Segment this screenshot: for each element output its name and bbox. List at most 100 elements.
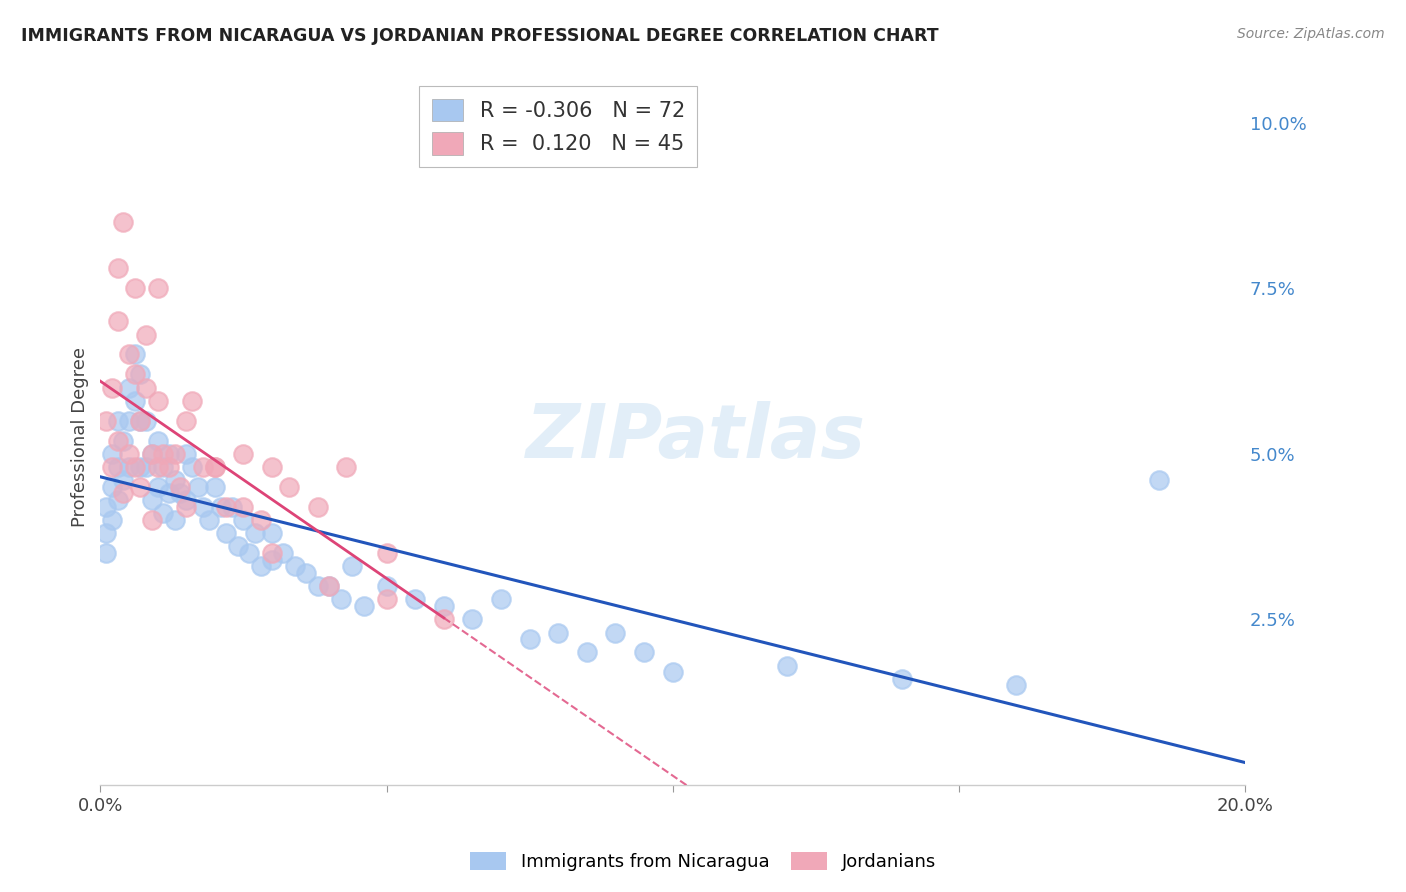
Point [112,473,135,487]
Point [181,393,204,408]
Point [661,665,683,680]
Point [295,566,318,580]
Point [193,500,215,514]
Point [101,380,124,394]
Point [129,368,152,382]
Point [146,434,169,448]
Text: Source: ZipAtlas.com: Source: ZipAtlas.com [1237,27,1385,41]
Point [273,546,295,560]
Point [146,281,169,295]
Point [489,592,512,607]
Point [232,513,254,527]
Point [519,632,541,647]
Point [226,540,249,554]
Point [118,347,141,361]
Point [174,500,197,514]
Point [209,500,232,514]
Point [129,480,152,494]
Point [124,347,146,361]
Point [112,215,135,229]
Point [375,546,398,560]
Point [547,625,569,640]
Point [260,552,283,566]
Point [152,460,174,475]
Point [260,460,283,475]
Point [146,480,169,494]
Point [107,434,129,448]
Point [375,579,398,593]
Point [249,513,271,527]
Point [101,513,124,527]
Point [318,579,340,593]
Point [340,559,363,574]
Point [169,486,191,500]
Point [260,546,283,560]
Point [124,393,146,408]
Point [124,460,146,475]
Point [146,460,169,475]
Point [107,261,129,276]
Point [249,559,271,574]
Point [157,460,180,475]
Point [284,559,307,574]
Point [152,506,174,520]
Point [174,493,197,508]
Point [107,314,129,328]
Point [107,493,129,508]
Point [221,500,243,514]
Point [152,447,174,461]
Text: IMMIGRANTS FROM NICARAGUA VS JORDANIAN PROFESSIONAL DEGREE CORRELATION CHART: IMMIGRANTS FROM NICARAGUA VS JORDANIAN P… [21,27,939,45]
Point [353,599,375,613]
Point [198,513,221,527]
Point [890,672,912,686]
Point [215,500,238,514]
Point [260,526,283,541]
Point [157,486,180,500]
Point [135,327,157,342]
Point [141,447,163,461]
Point [112,434,135,448]
Point [129,414,152,428]
Point [157,447,180,461]
Point [118,414,141,428]
Point [278,480,301,494]
Point [433,612,456,626]
Text: ZIPatlas: ZIPatlas [526,401,866,474]
Point [215,526,238,541]
Point [1147,473,1170,487]
Point [204,460,226,475]
Point [118,380,141,394]
Point [375,592,398,607]
Point [204,480,226,494]
Point [146,393,169,408]
Point [461,612,484,626]
Point [404,592,426,607]
Point [124,368,146,382]
Point [135,460,157,475]
Point [124,281,146,295]
Point [174,447,197,461]
Point [605,625,627,640]
Point [318,579,340,593]
Point [107,460,129,475]
Point [335,460,357,475]
Point [112,486,135,500]
Point [307,500,329,514]
Point [101,447,124,461]
Point [101,480,124,494]
Point [163,473,186,487]
Point [135,380,157,394]
Point [129,414,152,428]
Point [1005,678,1028,692]
Point [181,460,204,475]
Point [101,460,124,475]
Point [307,579,329,593]
Point [129,460,152,475]
Point [329,592,352,607]
Point [163,447,186,461]
Point [135,414,157,428]
Point [94,526,117,541]
Point [232,447,254,461]
Point [776,658,799,673]
Point [141,493,163,508]
